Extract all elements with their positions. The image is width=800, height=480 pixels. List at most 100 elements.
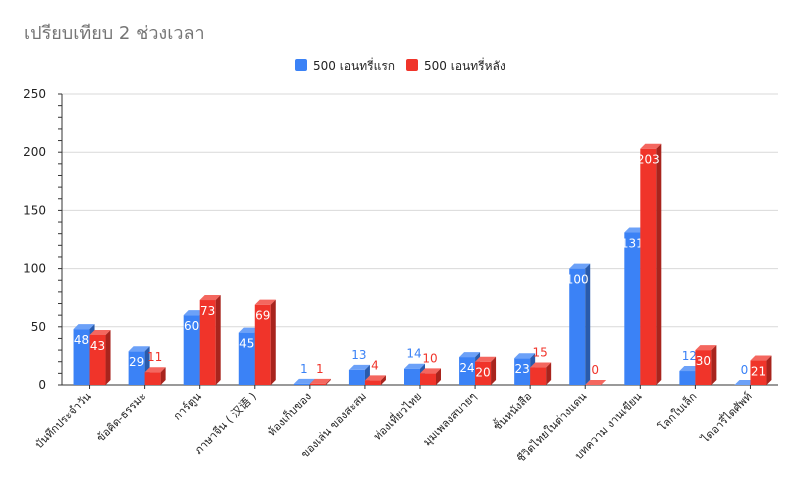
bar: 12 [679, 349, 701, 385]
data-label: 13 [351, 348, 366, 362]
bar-top [254, 299, 276, 305]
bar-top [348, 364, 370, 370]
x-tick-label: โลกใบเล็ก [655, 389, 699, 433]
data-label: 60 [184, 319, 199, 333]
bar-side [160, 367, 166, 385]
y-tick-label: 200 [23, 145, 46, 159]
x-tick-label: ห้องเก็บของ [264, 389, 314, 439]
y-tick-label: 100 [23, 262, 46, 276]
bar-front [404, 368, 420, 385]
bar-top [475, 356, 497, 362]
x-tick-label: มุมเพลงสบายๆ [421, 390, 480, 449]
bar: 20 [475, 356, 497, 385]
legend: 500 เอนทรี่แรก 500 เอนทรี่หลัง [295, 57, 506, 73]
bar: 203 [637, 143, 662, 385]
bar: 0 [734, 363, 756, 385]
bar: 11 [144, 350, 166, 385]
data-label: 12 [682, 349, 697, 363]
data-label: 21 [751, 365, 766, 379]
bar-top [640, 143, 662, 149]
data-label: 203 [637, 153, 660, 167]
x-tick-label: บันทึกประจำวัน [32, 390, 94, 452]
bar: 73 [199, 295, 221, 385]
x-tick-label: ชั้นหนังสือ [489, 389, 534, 434]
bar-side [105, 329, 111, 385]
bar: 69 [254, 299, 276, 385]
data-label: 1 [300, 362, 308, 376]
bar-front [254, 304, 271, 385]
bar-front [238, 332, 255, 385]
bar-top [750, 355, 772, 361]
data-label: 10 [422, 351, 437, 365]
gridlines [62, 93, 778, 386]
bar-top [89, 329, 111, 335]
bar-side [436, 368, 441, 385]
bar-top [128, 346, 150, 352]
x-tick-label: ไดอารี่ไดศัพท์ [697, 389, 755, 447]
x-tick-label: ข้อคิด-ธรรมะ [94, 390, 149, 445]
data-label: 131 [621, 237, 644, 251]
bar-side [546, 362, 552, 385]
bar-side [711, 345, 717, 385]
y-tick-label: 0 [38, 378, 46, 392]
bar-top [624, 227, 646, 233]
bar-front [183, 315, 200, 385]
bar-side [215, 295, 221, 385]
data-label: 48 [74, 333, 89, 347]
y-tick-label: 250 [23, 87, 46, 101]
data-label: 69 [255, 309, 270, 323]
legend-swatch [295, 59, 307, 71]
bar-front [199, 300, 216, 385]
bar-side [380, 375, 386, 385]
bar: 30 [695, 345, 717, 385]
bar-side [270, 299, 276, 385]
legend-label: 500 เอนทรี่หลัง [424, 57, 506, 73]
data-label: 11 [147, 350, 162, 364]
x-tick-label: การ์ตูน [171, 390, 204, 423]
legend-item: 500 เอนทรี่หลัง [406, 57, 506, 73]
bar-front [750, 360, 767, 385]
bar-top [238, 327, 260, 333]
bar-top [309, 378, 331, 384]
bar-front [364, 380, 381, 385]
legend-label: 500 เอนทรี่แรก [313, 57, 395, 73]
data-label: 45 [239, 337, 254, 351]
data-label: 20 [475, 366, 490, 380]
bar: 21 [750, 355, 772, 385]
data-label: 30 [696, 354, 711, 368]
legend-item: 500 เอนทรี่แรก [295, 57, 395, 73]
bar-top [404, 363, 425, 369]
bar: 100 [566, 263, 591, 385]
bar-side [325, 378, 331, 385]
bar-front [309, 383, 326, 385]
bar-front [679, 371, 696, 385]
bar: 10 [420, 351, 441, 385]
data-label: 1 [316, 362, 324, 376]
bar-front [569, 268, 586, 385]
bar-top [514, 353, 536, 359]
bar-top [144, 367, 166, 373]
bar-front [293, 383, 310, 385]
bar-top [569, 263, 591, 269]
bar-front [73, 329, 90, 385]
data-label: 29 [129, 355, 144, 369]
data-label: 24 [459, 361, 474, 375]
x-axis: บันทึกประจำวัน ข้อคิด-ธรรมะ การ์ตูนภาษาจีน… [32, 385, 755, 465]
bar-front [144, 372, 161, 385]
bar: 43 [89, 329, 111, 385]
bar-top [459, 352, 481, 358]
data-label: 73 [200, 304, 215, 318]
data-label: 100 [566, 273, 589, 287]
bar-top [695, 345, 717, 351]
bar: 14 [404, 347, 425, 385]
bar-top [293, 378, 315, 384]
bar: 4 [364, 358, 386, 385]
legend-swatch [406, 59, 418, 71]
y-axis: 0 50 100 150 200 250 [23, 87, 63, 392]
bar-side [491, 356, 497, 385]
bar-front [348, 369, 365, 385]
bar-top [199, 295, 221, 301]
